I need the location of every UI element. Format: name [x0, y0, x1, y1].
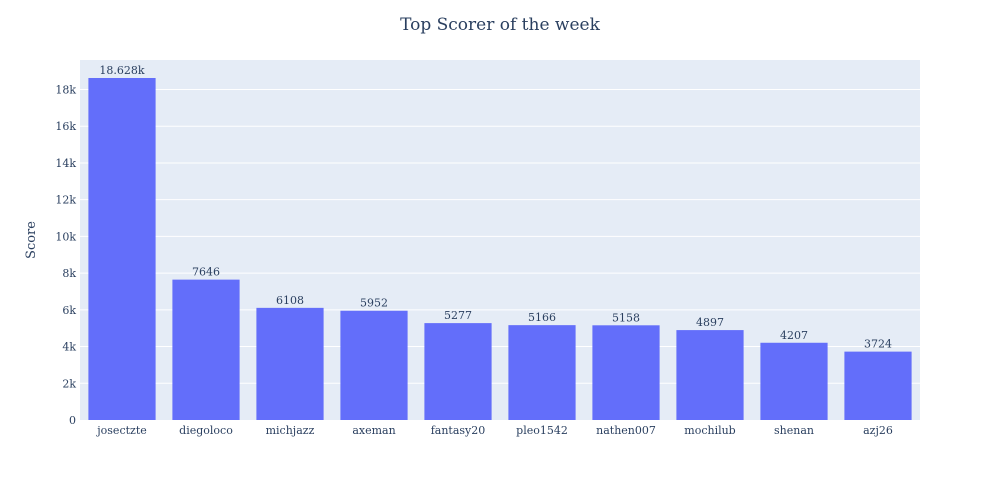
data-label: 4207 — [780, 329, 808, 342]
x-tick-label: diegoloco — [179, 424, 233, 437]
bar-mochilub — [676, 330, 744, 420]
data-label: 5277 — [444, 309, 472, 322]
data-label: 5166 — [528, 311, 556, 324]
data-label: 3724 — [864, 338, 892, 351]
data-label: 5952 — [360, 297, 388, 310]
bar-fantasy20 — [424, 323, 492, 420]
bar-azj26 — [844, 351, 912, 420]
x-tick-label: michjazz — [266, 424, 315, 437]
y-tick-label: 16k — [55, 120, 76, 133]
y-tick-label: 2k — [62, 377, 76, 390]
bar-nathen007 — [592, 325, 660, 420]
x-tick-label: fantasy20 — [431, 424, 486, 437]
chart-title: Top Scorer of the week — [400, 15, 601, 35]
bar-axeman — [340, 310, 408, 420]
x-tick-label: mochilub — [684, 424, 735, 437]
y-axis-ticks: 0 2k 4k 6k 8k 10k 12k 14k 16k 18k — [55, 84, 76, 427]
data-label: 7646 — [192, 266, 220, 279]
x-tick-label: nathen007 — [596, 424, 656, 437]
y-tick-label: 4k — [62, 341, 76, 354]
x-tick-label: axeman — [352, 424, 395, 437]
y-axis-title: Score — [24, 221, 39, 259]
data-label: 5158 — [612, 311, 640, 324]
y-tick-label: 12k — [55, 194, 76, 207]
x-tick-label: azj26 — [863, 424, 893, 437]
data-labels: 18.628k 7646 6108 5952 5277 5166 5158 4897 4207 3… — [99, 64, 892, 351]
y-tick-label: 0 — [69, 414, 76, 427]
bars — [88, 77, 912, 421]
y-tick-label: 18k — [55, 84, 76, 97]
x-tick-label: pleo1542 — [516, 424, 568, 437]
bar-shenan — [760, 342, 828, 420]
data-label: 4897 — [696, 316, 724, 329]
y-tick-label: 6k — [62, 304, 76, 317]
bar-michjazz — [256, 307, 324, 420]
x-tick-label: josectzte — [95, 424, 147, 437]
bar-diegoloco — [172, 279, 240, 420]
x-tick-label: shenan — [774, 424, 814, 437]
x-axis-ticks: josectzte diegoloco michjazz axeman fantasy2… — [95, 424, 893, 437]
bar-josectzte — [88, 77, 156, 421]
bar-pleo1542 — [508, 325, 576, 420]
data-label: 6108 — [276, 294, 304, 307]
y-tick-label: 14k — [55, 157, 76, 170]
y-tick-label: 8k — [62, 267, 76, 280]
data-label: 18.628k — [99, 64, 144, 77]
y-tick-label: 10k — [55, 230, 76, 243]
